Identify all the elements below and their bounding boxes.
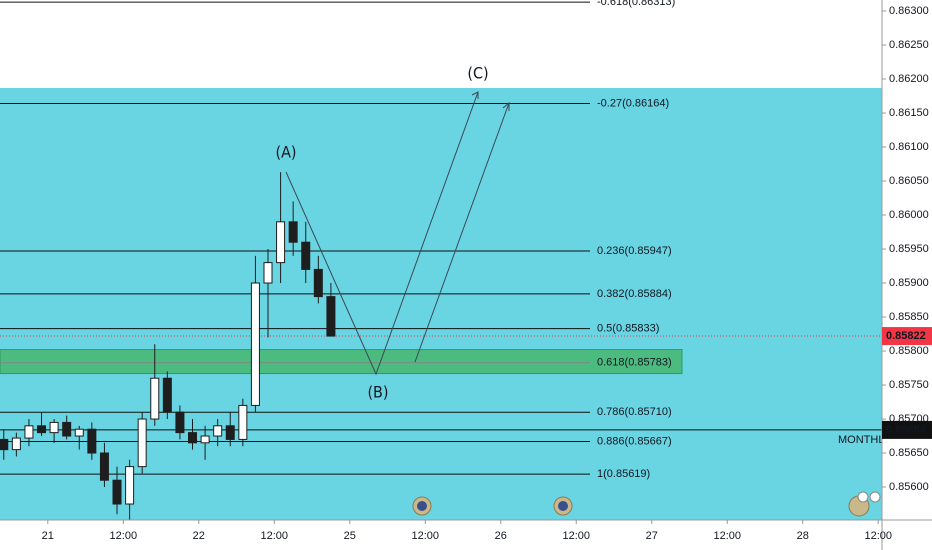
candle-body [188, 432, 198, 444]
candle-body [225, 425, 235, 440]
arrow-head [471, 91, 479, 99]
x-tick-label: 12:00 [412, 530, 440, 542]
candle-body [37, 425, 47, 434]
x-tick-label: 12:00 [864, 530, 892, 542]
candle-body [213, 425, 223, 437]
fib-label: -0.27(0.86164) [597, 97, 669, 109]
candle-body [175, 411, 185, 434]
y-tick-label: 0.85950 [889, 243, 929, 255]
y-tick-label: 0.86100 [889, 141, 929, 153]
arrow-head [502, 101, 510, 111]
y-tick-label: 0.86200 [889, 73, 929, 85]
x-tick-label: 26 [495, 530, 507, 542]
zone [0, 88, 885, 520]
fib-label: 0.618(0.85783) [597, 356, 672, 368]
candle-body [238, 404, 248, 440]
badge [869, 491, 881, 503]
candle-body [326, 296, 336, 337]
candle-body [250, 282, 260, 406]
flag-icon [417, 501, 427, 511]
time-axis [0, 520, 932, 550]
flag-icon [558, 501, 568, 511]
y-tick-label: 0.86050 [889, 175, 929, 187]
candle-body [137, 418, 147, 468]
price-axis [882, 0, 932, 550]
candle-body [125, 466, 135, 505]
candle-body [288, 221, 298, 243]
y-tick-label: 0.86300 [889, 5, 929, 17]
event-icons [412, 491, 881, 517]
fib-label: 0.5(0.85833) [597, 322, 659, 334]
x-tick-label: 22 [193, 530, 205, 542]
price-tag [882, 420, 932, 439]
fib-label: 0.382(0.85884) [597, 288, 672, 300]
candle-body [150, 377, 160, 420]
y-tick-label: 0.85850 [889, 311, 929, 323]
candle-body [162, 377, 172, 413]
candle-body [0, 438, 9, 451]
fib-label: 0.236(0.85947) [597, 245, 672, 257]
candle-body [200, 435, 210, 444]
badge [857, 491, 869, 503]
candle-body [11, 437, 21, 451]
wave-label: (C) [467, 64, 488, 83]
wave-path [285, 91, 479, 376]
price-tag-label: 0.85822 [886, 330, 926, 342]
wave-arrow [414, 102, 510, 363]
candle-body [276, 221, 286, 264]
candle-body [24, 425, 34, 439]
wave-label: (B) [367, 383, 388, 402]
x-tick-label: 21 [42, 530, 54, 542]
level-zone [0, 349, 683, 375]
y-tick-label: 0.85600 [889, 481, 929, 493]
fib-label: 0.886(0.85667) [597, 435, 672, 447]
price-tag [882, 327, 932, 346]
y-tick-label: 0.85900 [889, 277, 929, 289]
candle-body [313, 268, 323, 298]
x-tick-label: 25 [344, 530, 356, 542]
candle-body [74, 428, 84, 437]
y-tick-label: 0.86250 [889, 39, 929, 51]
fib-label: -0.618(0.86313) [597, 0, 675, 8]
y-tick-label: 0.85750 [889, 379, 929, 391]
candle-body [112, 479, 122, 505]
candle-body [99, 452, 109, 481]
x-tick-label: 12:00 [562, 530, 590, 542]
annotation: MONTHLY [838, 434, 892, 446]
price-tag-label: 0.85684 [886, 424, 927, 436]
y-tick-label: 0.85650 [889, 447, 929, 459]
candle-body [49, 421, 59, 434]
x-tick-label: 12:00 [261, 530, 289, 542]
candle-body [301, 241, 311, 270]
fib-label: 1(0.85619) [597, 468, 650, 480]
y-tick-label: 0.85800 [889, 345, 929, 357]
x-tick-label: 28 [797, 530, 809, 542]
y-tick-label: 0.86150 [889, 107, 929, 119]
x-tick-label: 27 [646, 530, 658, 542]
fib-label: 0.786(0.85710) [597, 406, 672, 418]
wave-drawing [285, 91, 510, 376]
candle-body [87, 428, 97, 454]
candle-body [263, 262, 273, 284]
wave-label: (A) [275, 143, 296, 162]
x-tick-label: 12:00 [713, 530, 741, 542]
y-tick-label: 0.86000 [889, 209, 929, 221]
x-tick-label: 12:00 [110, 530, 138, 542]
candle-body [62, 421, 72, 437]
